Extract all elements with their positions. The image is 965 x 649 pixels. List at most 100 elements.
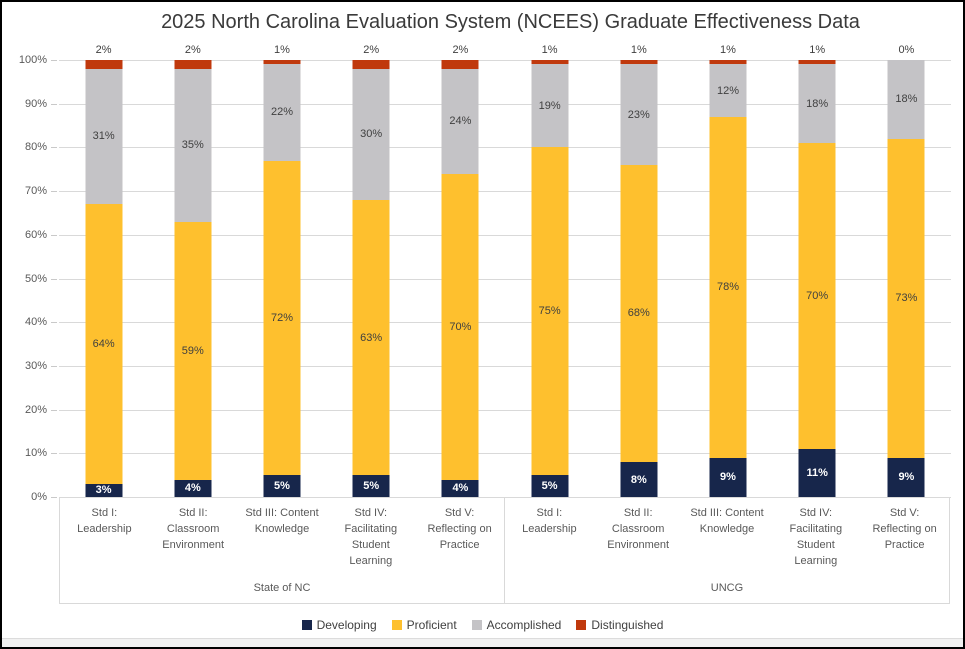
segment-label-proficient: 64%: [92, 338, 115, 351]
segment-label-proficient: 73%: [895, 292, 918, 305]
bar-segment-proficient: 73%: [887, 138, 925, 458]
bar-segment-distinguished: [174, 60, 212, 69]
legend-item-proficient: Proficient: [391, 618, 457, 632]
category-label-std-5: Std V: Reflecting on Practice: [427, 507, 492, 551]
legend-label-accomplished: Accomplished: [486, 618, 562, 632]
y-tick-label-100%: 100%: [18, 54, 47, 66]
segment-label-distinguished: 1%: [809, 44, 826, 56]
bar-slot-std-3: 5% 72% 22% 1%: [237, 44, 326, 497]
y-tick-mark-60%: [51, 234, 57, 236]
bar-slot-std-4: 5% 63% 30% 2%: [327, 44, 416, 497]
category-label-std-4: Std IV: Facilitating Student Learning: [344, 507, 398, 567]
bar-segment-proficient: 72%: [263, 160, 301, 476]
segment-label-proficient: 72%: [270, 311, 293, 324]
bar-segment-developing: 5%: [352, 475, 390, 497]
y-tick-mark-30%: [51, 365, 57, 367]
segment-label-proficient: 63%: [360, 331, 383, 344]
y-tick-mark-40%: [51, 322, 57, 324]
y-tick-mark-10%: [51, 453, 57, 455]
segment-label-developing: 9%: [720, 471, 736, 484]
segment-label-developing: 4%: [452, 482, 469, 495]
y-tick-label-50%: 50%: [24, 272, 47, 285]
gridline-10%: [59, 453, 951, 455]
gridline-40%: [59, 322, 951, 324]
legend-swatch-developing: [301, 620, 312, 630]
legend-label-proficient: Proficient: [406, 618, 457, 632]
bar-group-state-of-nc: 3% 64% 31% 2% 4% 59% 35% 2% 5% 72% 22% 1% 5% 63% 30% 2%…: [59, 44, 505, 497]
y-tick-mark-0%: [51, 497, 57, 498]
y-tick-label-0%: 0%: [31, 491, 47, 503]
bar-segment-developing: 5%: [531, 475, 569, 497]
legend-item-distinguished: Distinguished: [576, 618, 663, 632]
segment-label-distinguished: 2%: [452, 44, 469, 56]
segment-label-accomplished: 24%: [449, 115, 472, 128]
bar-segment-accomplished: 35%: [174, 68, 212, 222]
legend: Developing Proficient Accomplished Distingu…: [2, 616, 963, 634]
legend-swatch-accomplished: [471, 620, 482, 630]
y-tick-label-60%: 60%: [24, 228, 47, 241]
segment-label-developing: 5%: [363, 480, 380, 493]
category-label-std-2: Std II: Classroom Environment: [162, 507, 225, 551]
bar-segment-proficient: 78%: [709, 116, 747, 458]
y-tick-label-80%: 80%: [24, 141, 47, 154]
category-label-std-2: Std II: Classroom Environment: [607, 507, 670, 551]
stacked-bar-std-1: 5% 75% 19% 1%: [531, 44, 569, 497]
segment-label-accomplished: 12%: [716, 84, 739, 97]
stacked-bar-std-3: 9% 78% 12% 1%: [709, 44, 747, 497]
legend-item-developing: Developing: [301, 618, 377, 632]
bar-segment-distinguished: [263, 60, 301, 65]
segment-label-distinguished: 0%: [898, 44, 915, 56]
y-tick-mark-70%: [51, 191, 57, 193]
bar-segment-accomplished: 18%: [887, 60, 925, 139]
bar-segment-developing: 11%: [798, 448, 836, 497]
legend-swatch-distinguished: [576, 620, 587, 630]
stacked-bar-std-2: 8% 68% 23% 1%: [620, 44, 658, 497]
group-label-state-of-nc: State of NC: [253, 582, 311, 594]
segment-label-developing: 5%: [274, 480, 290, 493]
bar-segment-accomplished: 24%: [441, 68, 479, 174]
bar-segment-accomplished: 19%: [531, 64, 569, 148]
y-tick-mark-100%: [51, 60, 57, 61]
category-group-state-of-nc: Std I: Leadership Std II: Classroom Environm…: [59, 497, 505, 604]
bar-segment-developing: 4%: [174, 479, 212, 497]
segment-label-developing: 5%: [541, 480, 558, 493]
segment-label-accomplished: 19%: [538, 99, 561, 112]
gridline-80%: [59, 147, 951, 149]
segment-label-developing: 4%: [184, 482, 201, 495]
category-group-uncg: Std I: Leadership Std II: Classroom Environm…: [504, 497, 950, 604]
bar-segment-developing: 4%: [441, 479, 479, 497]
legend-item-accomplished: Accomplished: [471, 618, 562, 632]
segment-label-developing: 11%: [806, 466, 828, 479]
y-tick-mark-90%: [51, 103, 57, 105]
legend-swatch-proficient: [391, 620, 402, 630]
segment-label-distinguished: 1%: [541, 44, 558, 56]
bar-slot-std-5: 4% 70% 24% 2%: [416, 44, 505, 497]
bar-slot-std-2: 8% 68% 23% 1%: [594, 44, 683, 497]
category-label-std-3: Std III: Content Knowledge: [690, 507, 764, 535]
category-label-std-5: Std V: Reflecting on Practice: [872, 507, 937, 551]
stacked-bar-std-3: 5% 72% 22% 1%: [263, 44, 301, 497]
segment-label-proficient: 75%: [538, 305, 561, 318]
gridline-90%: [59, 103, 951, 105]
bar-segment-proficient: 64%: [85, 204, 123, 484]
category-label-std-1: Std I: Leadership: [522, 507, 577, 535]
segment-label-proficient: 59%: [181, 344, 204, 357]
y-tick-label-40%: 40%: [24, 316, 47, 329]
gridline-30%: [59, 365, 951, 367]
bar-segment-proficient: 68%: [620, 164, 658, 463]
segment-label-accomplished: 23%: [627, 108, 650, 121]
y-tick-label-90%: 90%: [24, 97, 47, 110]
bar-segment-distinguished: [798, 60, 836, 65]
segment-label-distinguished: 1%: [720, 44, 736, 56]
legend-label-developing: Developing: [316, 618, 377, 632]
segment-label-developing: 9%: [898, 471, 915, 484]
segment-label-distinguished: 1%: [274, 44, 290, 56]
bar-segment-developing: 9%: [709, 457, 747, 497]
segment-label-accomplished: 18%: [806, 97, 829, 110]
stacked-bar-std-4: 5% 63% 30% 2%: [352, 44, 390, 497]
segment-label-proficient: 78%: [716, 281, 739, 294]
bar-segment-proficient: 75%: [531, 147, 569, 476]
bar-segment-distinguished: [85, 60, 123, 69]
plot-area: 0% 10% 20% 30% 40% 50% 60% 70% 80% 90% 100% 3% 64% 3…: [19, 44, 951, 503]
